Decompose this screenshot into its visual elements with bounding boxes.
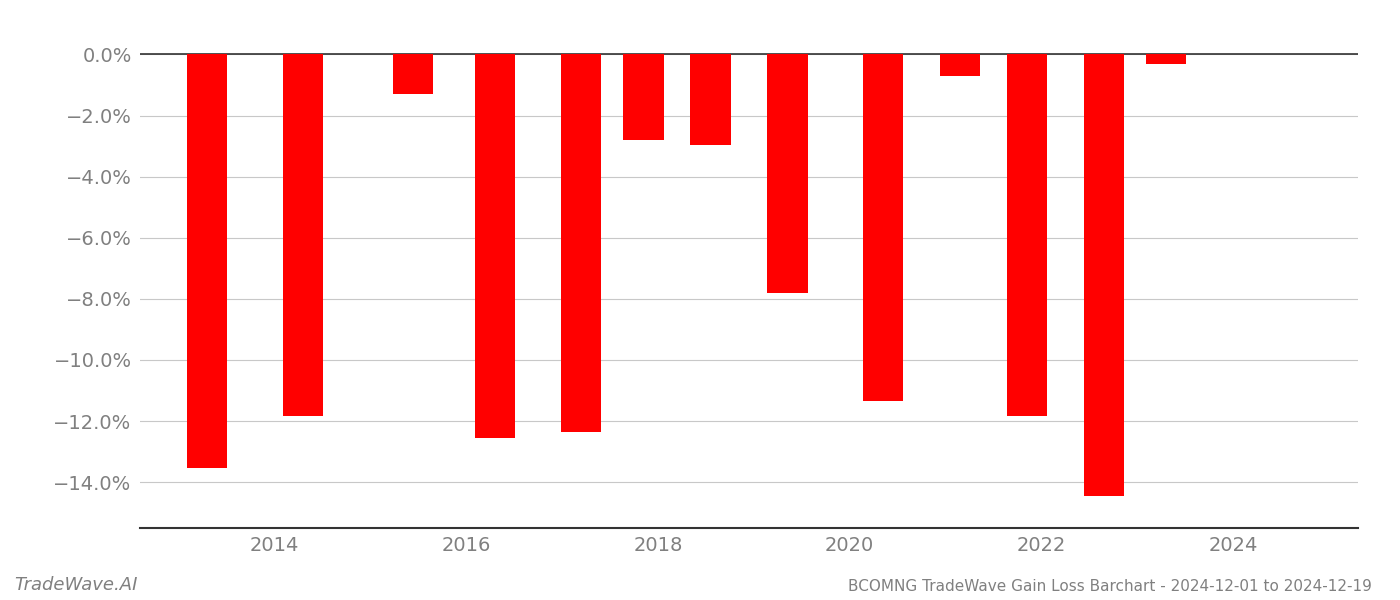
Bar: [283, 55, 323, 416]
Bar: [939, 55, 980, 76]
Bar: [690, 55, 731, 145]
Bar: [864, 55, 903, 401]
Bar: [188, 55, 227, 469]
Text: BCOMNG TradeWave Gain Loss Barchart - 2024-12-01 to 2024-12-19: BCOMNG TradeWave Gain Loss Barchart - 20…: [848, 579, 1372, 594]
Bar: [1084, 55, 1124, 496]
Bar: [393, 55, 434, 94]
Bar: [1147, 55, 1186, 64]
Text: TradeWave.AI: TradeWave.AI: [14, 576, 137, 594]
Bar: [767, 55, 808, 293]
Bar: [561, 55, 602, 432]
Bar: [623, 55, 664, 140]
Bar: [475, 55, 515, 438]
Bar: [1007, 55, 1047, 416]
